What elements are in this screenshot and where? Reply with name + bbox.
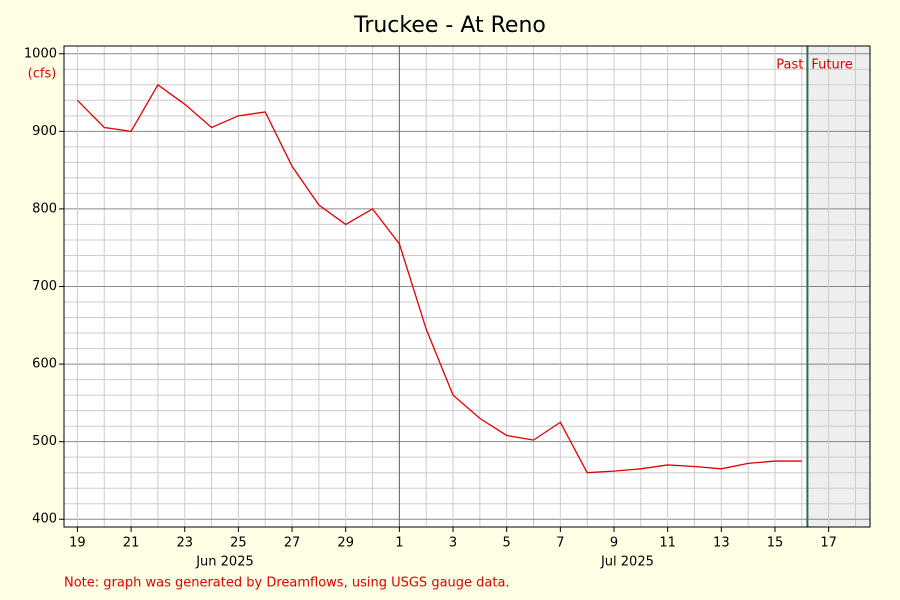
x-tick-label: 1 — [395, 536, 403, 551]
x-tick-label: 9 — [610, 536, 618, 551]
data-line — [76, 83, 802, 474]
note: Note: graph was generated by Dreamflows,… — [64, 576, 510, 591]
x-tick-label: 15 — [767, 536, 784, 551]
y-tick-label: 400 — [32, 512, 57, 527]
x-tick-label: 13 — [713, 536, 730, 551]
future-label: Future — [811, 58, 852, 73]
y-tick-label: 1000 — [24, 46, 57, 61]
x-tick-label: 29 — [337, 536, 354, 551]
x-tick-label: 19 — [69, 536, 86, 551]
x-tick-label: 17 — [820, 536, 837, 551]
y-tick-label: 800 — [32, 201, 57, 216]
chart-title: Truckee - At Reno — [353, 13, 546, 38]
plot-border — [63, 45, 871, 528]
x-tick-label: 11 — [659, 536, 676, 551]
past-label: Past — [776, 58, 803, 73]
x-tick-label: 5 — [503, 536, 511, 551]
y-tick-label: 900 — [32, 124, 57, 139]
x-tick-label: 25 — [230, 536, 247, 551]
x-tick-label: 27 — [284, 536, 301, 551]
x-tick-label: 23 — [176, 536, 193, 551]
y-axis-label: (cfs) — [28, 67, 57, 82]
x-tick-label: 3 — [449, 536, 457, 551]
y-tick-label: 700 — [32, 279, 57, 294]
y-tick-label: 500 — [32, 434, 57, 449]
y-tick-label: 600 — [32, 357, 57, 372]
month-label: Jun 2025 — [195, 555, 254, 570]
x-tick-label: 7 — [556, 536, 564, 551]
month-label: Jul 2025 — [600, 555, 654, 570]
x-tick-label: 21 — [123, 536, 140, 551]
